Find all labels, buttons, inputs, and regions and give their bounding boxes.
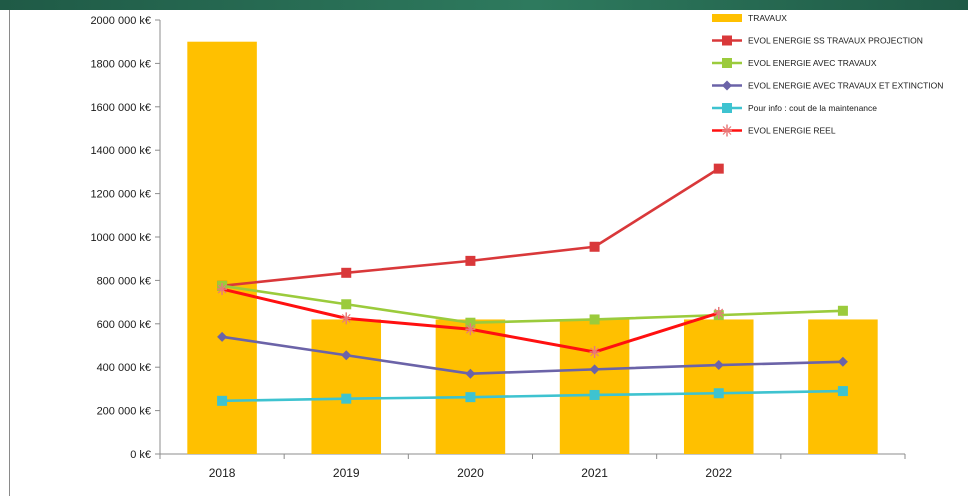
legend-label: EVOL ENERGIE AVEC TRAVAUX ET EXTINCTION	[748, 81, 943, 91]
x-tick-label: 2022	[705, 466, 732, 480]
y-tick-label: 1600 000 k€	[90, 102, 151, 114]
y-tick-label: 400 000 k€	[97, 362, 151, 374]
y-tick-label: 2000 000 k€	[90, 15, 151, 27]
data-point-marker	[465, 368, 476, 379]
line-series-evol-energie-reel	[217, 283, 724, 359]
marker-stroke	[465, 324, 475, 334]
legend-label: TRAVAUX	[748, 13, 787, 23]
x-tick-label: 2018	[209, 466, 236, 480]
data-point-marker	[589, 389, 600, 400]
top-header-band	[0, 0, 968, 10]
legend-label: Pour info : cout de la maintenance	[748, 103, 877, 113]
bar-travaux	[559, 319, 630, 454]
bar-travaux	[311, 319, 382, 454]
x-tick-label: 2021	[581, 466, 608, 480]
data-point-marker	[589, 241, 600, 252]
series-line	[221, 335, 843, 376]
series-line	[222, 389, 843, 403]
y-tick-label: 1200 000 k€	[90, 189, 151, 201]
x-tick-label: 2019	[333, 466, 360, 480]
data-point-marker	[465, 255, 476, 266]
marker-stroke	[217, 284, 227, 294]
data-point-marker	[341, 350, 352, 361]
data-point-marker	[722, 35, 732, 46]
y-tick-label: 1000 000 k€	[90, 232, 151, 244]
data-point-marker	[713, 388, 724, 399]
data-point-marker	[713, 306, 724, 319]
legend: TRAVAUX EVOL ENERGIE SS TRAVAUX PROJECTIO…	[712, 13, 943, 137]
data-point-marker	[589, 346, 600, 359]
legend-label: EVOL ENERGIE SS TRAVAUX PROJECTION	[748, 36, 923, 46]
legend-item: TRAVAUX	[712, 13, 787, 23]
data-point-marker	[713, 163, 724, 174]
data-point-marker	[217, 331, 228, 342]
legend-label: EVOL ENERGIE REEL	[748, 126, 836, 136]
y-axis: 0 k€ 200 000 k€ 400 000 k€ 600 000 k€ 800 00…	[90, 15, 161, 461]
legend-item: EVOL ENERGIE SS TRAVAUX PROJECTION	[712, 35, 923, 46]
legend-item: EVOL ENERGIE REEL	[712, 124, 836, 137]
data-point-marker	[713, 360, 724, 371]
bar-travaux	[435, 319, 506, 454]
data-point-marker	[341, 393, 352, 404]
data-point-marker	[465, 392, 476, 403]
y-tick-label: 200 000 k€	[97, 406, 151, 418]
data-point-marker	[722, 58, 732, 68]
legend-item: EVOL ENERGIE AVEC TRAVAUX ET EXTINCTION	[712, 80, 943, 91]
marker-stroke	[714, 308, 724, 318]
data-point-marker	[722, 103, 732, 113]
x-tick-label: 2020	[457, 466, 484, 480]
left-border-rule	[9, 10, 10, 496]
y-tick-label: 800 000 k€	[97, 275, 151, 287]
data-point-marker	[837, 305, 848, 316]
data-point-marker	[465, 317, 476, 328]
bar-series-travaux	[187, 41, 878, 454]
data-point-marker	[837, 356, 848, 367]
legend-item: EVOL ENERGIE AVEC TRAVAUX	[712, 58, 877, 68]
data-point-marker	[465, 323, 476, 336]
data-point-marker	[722, 80, 732, 91]
data-point-marker	[341, 299, 352, 310]
y-tick-label: 1800 000 k€	[90, 58, 151, 70]
data-point-marker	[217, 283, 228, 296]
data-point-marker	[722, 124, 732, 137]
data-point-marker	[217, 395, 228, 406]
legend-item: Pour info : cout de la maintenance	[712, 103, 877, 113]
bar-travaux	[683, 319, 754, 454]
data-point-marker	[837, 386, 848, 397]
legend-label: EVOL ENERGIE AVEC TRAVAUX	[748, 58, 877, 68]
line-series-pour-info-cout-de-la-maintenance	[217, 386, 848, 406]
series-line	[221, 284, 843, 325]
bar-travaux	[187, 41, 257, 454]
legend-swatch	[712, 14, 742, 22]
line-series-group	[217, 163, 848, 406]
y-tick-label: 1400 000 k€	[90, 145, 151, 157]
y-tick-label: 0 k€	[130, 449, 151, 461]
marker-stroke	[590, 347, 600, 357]
line-series-evol-energie-ss-travaux-projection	[217, 163, 724, 291]
data-point-marker	[341, 312, 352, 325]
marker-stroke	[722, 126, 732, 135]
data-point-marker	[589, 314, 600, 325]
data-point-marker	[341, 267, 352, 278]
data-point-marker	[589, 364, 600, 375]
x-axis: 2018 2019 2020 2021 2022	[159, 453, 906, 480]
y-tick-label: 600 000 k€	[97, 319, 151, 331]
marker-stroke	[341, 313, 351, 323]
series-line	[221, 167, 720, 288]
line-series-evol-energie-avec-travaux-et-extinction	[217, 331, 848, 379]
